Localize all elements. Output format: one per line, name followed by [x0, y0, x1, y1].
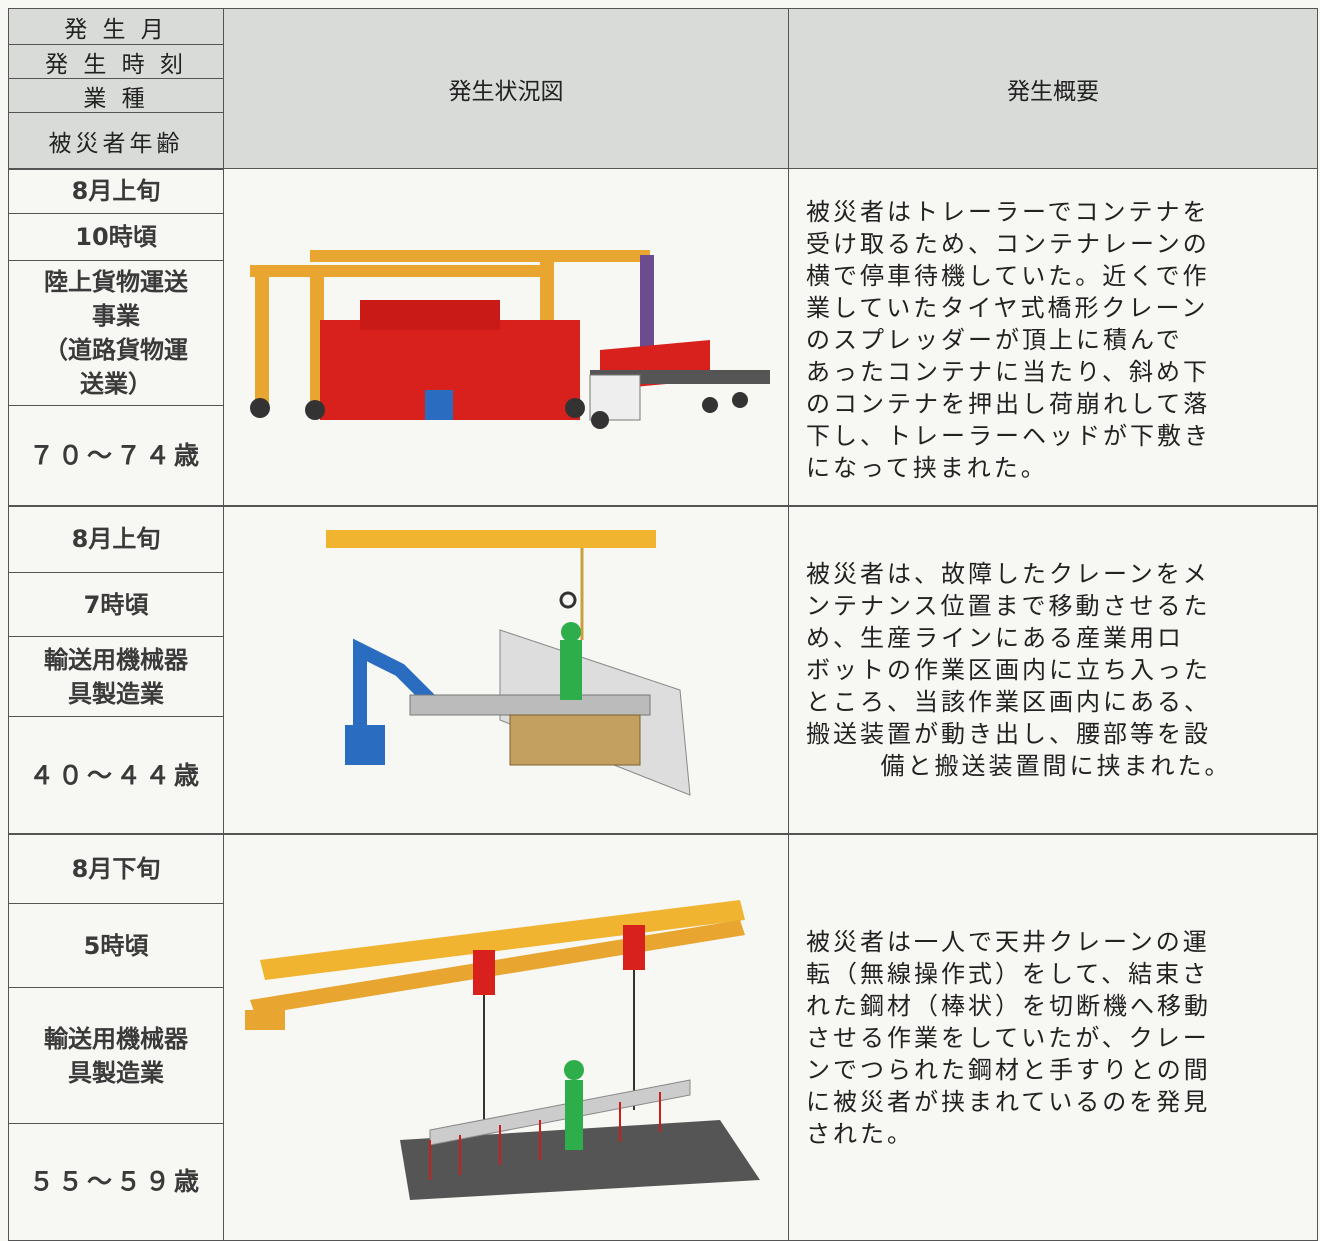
header-label-cell: 被災者年齢 — [8, 112, 224, 170]
summary-line: 下し、トレーラーヘッドが下敷き — [806, 422, 1211, 450]
industry-cell: 輸送用機械器 具製造業 — [8, 636, 224, 717]
header-label: 発 生 時 刻 — [45, 51, 187, 78]
summary-line: あったコンテナに当たり、斜め下 — [806, 358, 1211, 386]
age-cell: ５５～５９歳 — [8, 1123, 224, 1241]
industry-line: 陸上貨物運送 — [44, 268, 188, 296]
header-label: 発 生 月 — [64, 16, 168, 43]
month: 8月上旬 — [71, 525, 161, 553]
illustration-cell — [223, 505, 789, 835]
summary-line: め、生産ラインにある産業用ロ — [806, 624, 1184, 652]
summary-line: させる作業をしていたが、クレー — [806, 1024, 1210, 1052]
header-summary: 発生概要 — [1007, 78, 1099, 105]
summary-line: ボットの作業区画内に立ち入った — [806, 656, 1211, 684]
header-label-cell: 発 生 時 刻 — [8, 44, 224, 79]
summary-line: になって挟まれた。 — [806, 454, 1048, 482]
illustration-container-crane — [250, 250, 770, 429]
industry-line: 具製造業 — [68, 679, 164, 708]
summary-line: 被災者は、故障したクレーンをメ — [806, 560, 1210, 588]
month: 8月下旬 — [71, 854, 161, 883]
age-cell: ４０～４４歳 — [8, 716, 224, 835]
illustration-cell — [223, 168, 789, 507]
summary-text: 被災者はトレーラーでコンテナを 受け取るため、コンテナレーンの 横で停車待機していた… — [806, 196, 1306, 484]
month: 8月上旬 — [71, 177, 161, 205]
header-label-cell: 業 種 — [8, 78, 224, 113]
industry-line: 送業） — [80, 370, 152, 398]
industry-line: （道路貨物運 — [44, 336, 188, 364]
age: ７０～７４歳 — [28, 441, 203, 470]
age: ５５～５９歳 — [28, 1167, 203, 1196]
summary-line: に被災者が挟まれているのを発見 — [806, 1088, 1211, 1116]
industry-line: 事業 — [92, 302, 140, 330]
time-cell: 7時頃 — [8, 572, 224, 637]
header-label: 業 種 — [83, 85, 149, 112]
month-cell: 8月下旬 — [8, 833, 224, 904]
summary-line: ンでつられた鋼材と手すりとの間 — [806, 1056, 1211, 1084]
time-cell: 10時頃 — [8, 213, 224, 261]
summary-line: れた鋼材（棒状）を切断機へ移動 — [806, 992, 1211, 1020]
summary-line: された。 — [806, 1120, 914, 1148]
summary-line: 被災者はトレーラーでコンテナを — [806, 198, 1210, 226]
summary-text: 被災者は一人で天井クレーンの運 転（無線操作式）をして、結束さ れた鋼材（棒状）を切… — [806, 926, 1306, 1150]
header-cell: 発生状況図 — [223, 8, 789, 169]
header-cell: 発生概要 — [788, 8, 1318, 169]
summary-line: のコンテナを押出し荷崩れして落 — [806, 390, 1211, 418]
header-label: 被災者年齢 — [48, 131, 184, 157]
illustration-robot — [326, 530, 691, 796]
summary-line: 業していたタイヤ式橋形クレーン — [806, 294, 1209, 322]
summary-line: のスプレッダーが頂上に積んで — [806, 326, 1183, 354]
time: 7時頃 — [83, 590, 149, 619]
summary-line: ところ、当該作業区画内にある、 — [806, 688, 1211, 716]
time: 10時頃 — [75, 223, 157, 251]
time-cell: 5時頃 — [8, 903, 224, 988]
summary-cell — [788, 168, 1318, 507]
month-cell: 8月上旬 — [8, 168, 224, 214]
industry-cell: 陸上貨物運送 事業 （道路貨物運 送業） — [8, 260, 224, 406]
illustration-cell — [223, 833, 789, 1241]
summary-line: 搬送装置が動き出し、腰部等を設 — [806, 720, 1211, 748]
summary-text: 被災者は、故障したクレーンをメ ンテナンス位置まで移動させるた め、生産ラインにある… — [806, 558, 1306, 782]
summary-line: ンテナンス位置まで移動させるた — [806, 592, 1211, 620]
summary-line: 被災者は一人で天井クレーンの運 — [806, 928, 1210, 956]
header-illustration: 発生状況図 — [448, 78, 564, 105]
industry-line: 輸送用機械器 — [44, 645, 188, 674]
illustration-overhead-crane — [245, 900, 760, 1200]
age: ４０～４４歳 — [28, 760, 203, 790]
summary-line: 受け取るため、コンテナレーンの — [806, 230, 1210, 258]
summary-line: 備と搬送装置間に挟まれた。 — [880, 752, 1232, 780]
month-cell: 8月上旬 — [8, 505, 224, 573]
summary-cell — [788, 505, 1318, 835]
industry-line: 具製造業 — [68, 1058, 164, 1087]
time: 5時頃 — [83, 931, 149, 960]
summary-line: 転（無線操作式）をして、結束さ — [806, 960, 1210, 988]
age-cell: ７０～７４歳 — [8, 405, 224, 507]
industry-cell: 輸送用機械器 具製造業 — [8, 987, 224, 1124]
industry-line: 輸送用機械器 — [44, 1024, 188, 1053]
header-label-cell: 発 生 月 — [8, 8, 224, 45]
summary-line: 横で停車待機していた。近くで作 — [806, 262, 1210, 290]
